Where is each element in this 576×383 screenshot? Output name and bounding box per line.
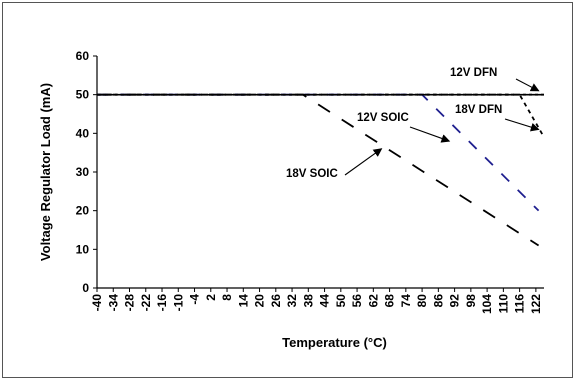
x-tick-label: 14 — [236, 294, 250, 308]
x-axis-title: Temperature (°C) — [282, 335, 387, 350]
x-tick-label: -4 — [188, 294, 202, 305]
x-tick-label: 68 — [383, 294, 397, 308]
x-tick-label: 104 — [480, 294, 494, 314]
chart-svg: 12V DFN 18V DFN 12V SOIC 18V SOIC 0 10 20 30 40… — [38, 49, 545, 350]
y-tick-label: 60 — [76, 49, 90, 63]
x-tick-label: 92 — [448, 294, 462, 308]
x-tick-label: -10 — [171, 294, 185, 312]
x-tick-label: -16 — [155, 294, 169, 312]
annotation-layer: 12V DFN 18V DFN 12V SOIC 18V SOIC — [286, 67, 540, 180]
x-tick-label: 8 — [220, 294, 234, 301]
annotation-label-18v-dfn: 18V DFN — [455, 104, 502, 116]
x-tick-label: 80 — [415, 294, 429, 308]
y-tick-label: 30 — [76, 165, 90, 179]
x-tick-label: 74 — [399, 294, 413, 308]
x-tick-label: 38 — [301, 294, 315, 308]
y-tick-label: 40 — [76, 126, 90, 140]
annotation-arrow-18v-soic — [344, 148, 383, 176]
y-axis-title: Voltage Regulator Load (mA) — [38, 83, 53, 261]
annotation-label-18v-soic: 18V SOIC — [286, 168, 338, 180]
x-tick-label: 86 — [431, 294, 445, 308]
x-tick-label: 2 — [204, 294, 218, 301]
y-tick-label: 10 — [76, 242, 90, 256]
x-tick-label: 122 — [529, 294, 543, 314]
x-tick-label: -40 — [90, 294, 104, 312]
x-tick-label: -34 — [106, 294, 120, 312]
x-tick-label: -28 — [123, 294, 137, 312]
y-tick-label: 20 — [76, 204, 90, 218]
x-tick-label: 26 — [269, 294, 283, 308]
x-tick-label: 44 — [318, 294, 332, 308]
chart-frame: 12V DFN 18V DFN 12V SOIC 18V SOIC 0 10 20 30 40… — [2, 2, 573, 378]
annotation-arrow-12v-dfn — [515, 78, 540, 92]
series-layer — [97, 93, 545, 247]
annotation-label-12v-dfn: 12V DFN — [450, 67, 497, 79]
x-tick-label: -22 — [139, 294, 153, 312]
annotation-label-12v-soic: 12V SOIC — [357, 112, 409, 124]
y-tick-label: 0 — [82, 281, 89, 295]
x-tick-label: 116 — [513, 294, 527, 314]
y-tick-label: 50 — [76, 88, 90, 102]
x-tick-label: 110 — [496, 294, 510, 314]
x-tick-label: 50 — [334, 294, 348, 308]
axes — [93, 55, 544, 292]
x-tick-label: 62 — [366, 294, 380, 308]
x-tick-label: 32 — [285, 294, 299, 308]
annotation-arrow-12v-soic — [409, 126, 451, 143]
x-tick-label: 56 — [350, 294, 364, 308]
x-tick-label: 98 — [464, 294, 478, 308]
annotation-arrow-18v-dfn — [504, 118, 540, 132]
x-tick-label: 20 — [253, 294, 267, 308]
